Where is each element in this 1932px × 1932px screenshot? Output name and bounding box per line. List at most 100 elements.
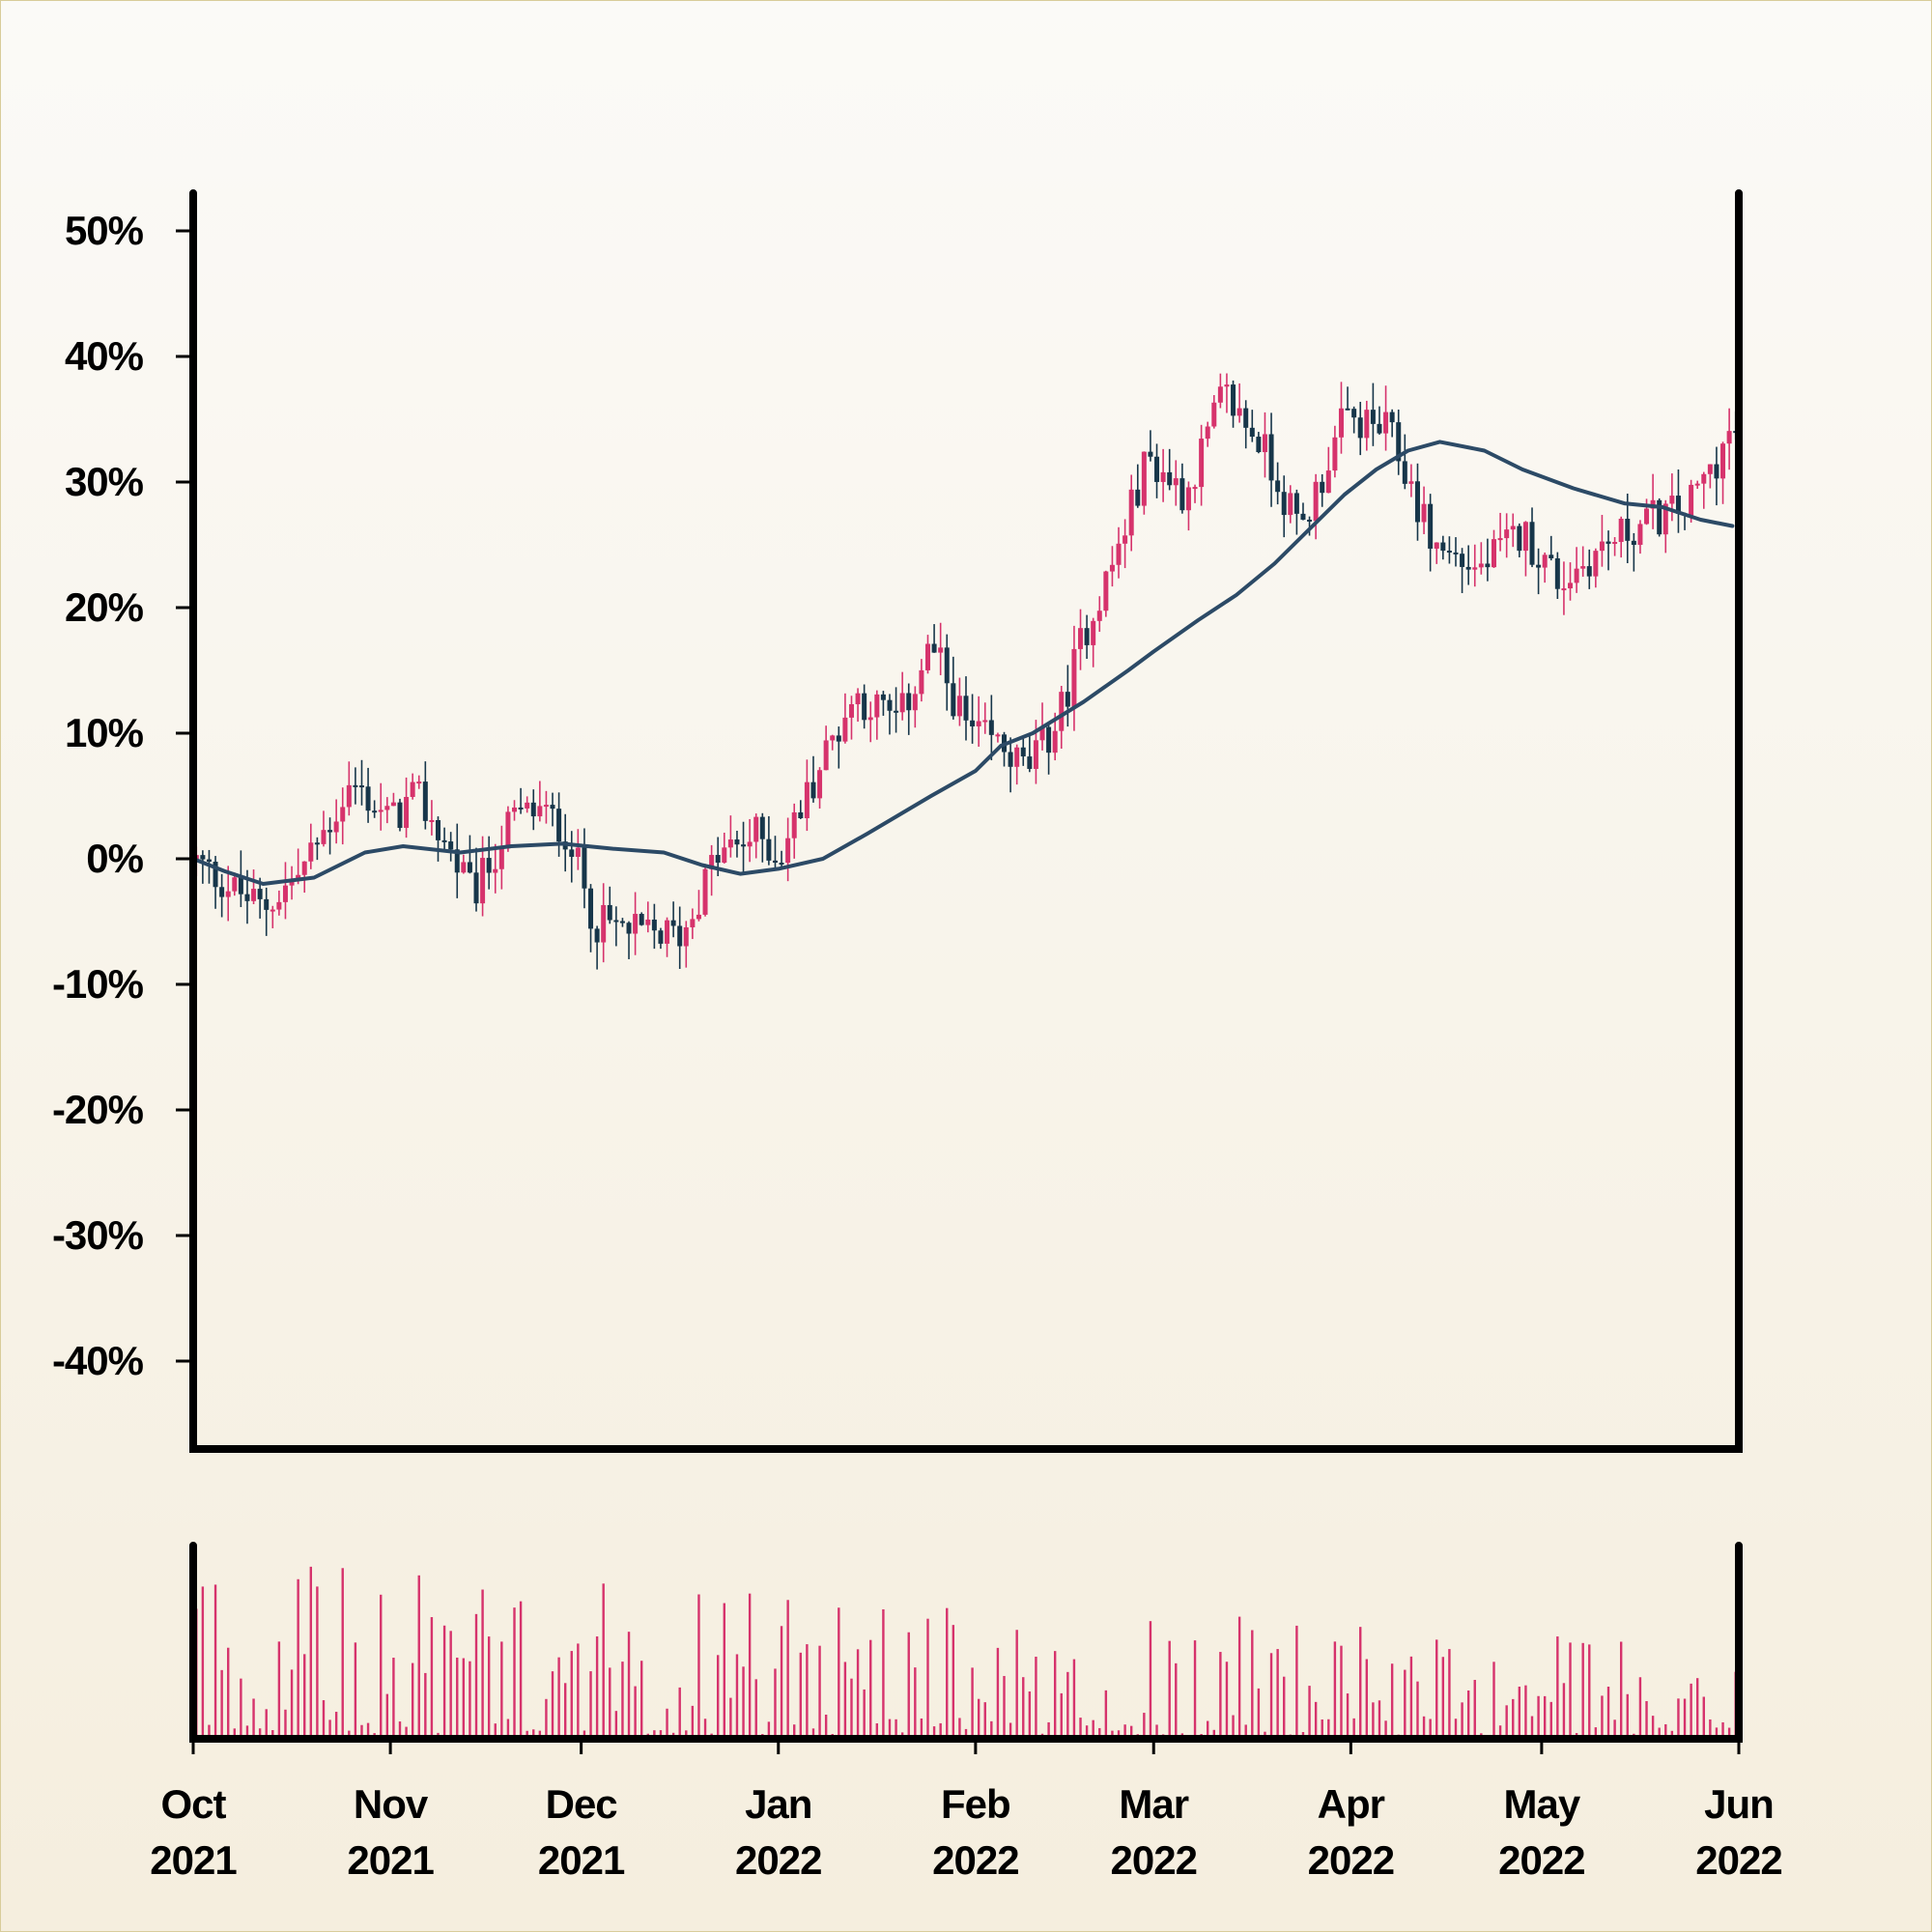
- volume-bar: [557, 1657, 560, 1739]
- x-tick-year: 2022: [932, 1837, 1018, 1883]
- volume-bar: [1047, 1721, 1050, 1739]
- volume-bar: [1028, 1690, 1032, 1739]
- volume-bar: [538, 1730, 542, 1739]
- candle-body: [1460, 554, 1465, 567]
- candle-body: [314, 842, 320, 845]
- volume-bar: [1168, 1640, 1171, 1739]
- volume-bar: [1429, 1719, 1432, 1739]
- volume-bar: [366, 1722, 370, 1739]
- volume-bar: [1365, 1659, 1369, 1739]
- volume-bar: [1143, 1713, 1146, 1739]
- volume-bar: [1340, 1645, 1343, 1739]
- candle-body: [1167, 471, 1173, 486]
- candle-body: [550, 805, 555, 810]
- y-tick-label: -30%: [52, 1212, 144, 1258]
- candle-body: [1657, 499, 1662, 535]
- volume-bar: [1601, 1695, 1604, 1739]
- volume-bar: [1569, 1642, 1572, 1739]
- candle-body: [1313, 481, 1319, 522]
- candle-body: [862, 693, 867, 721]
- candle-body: [601, 904, 607, 943]
- x-tick-year: 2022: [735, 1837, 821, 1883]
- candle-body: [1154, 456, 1160, 482]
- price-axes: [189, 189, 1743, 1453]
- candle-body: [518, 807, 524, 810]
- x-tick-month: Jun: [1704, 1781, 1774, 1827]
- candle-body: [715, 855, 721, 864]
- volume-bar: [258, 1728, 262, 1739]
- candle-body: [416, 781, 422, 784]
- candle-body: [1014, 747, 1020, 767]
- volume-bar: [1594, 1727, 1598, 1739]
- x-tick-month: Apr: [1318, 1781, 1385, 1827]
- volume-bar: [201, 1586, 205, 1739]
- candle-body: [1548, 554, 1554, 558]
- volume-bar: [958, 1718, 961, 1739]
- candle-body: [867, 717, 873, 721]
- x-tick-year: 2022: [1695, 1837, 1781, 1883]
- candle-body: [206, 859, 212, 863]
- candle-body: [1440, 542, 1446, 552]
- volume-bar: [1295, 1625, 1298, 1739]
- y-tick-label: -40%: [52, 1338, 144, 1383]
- volume-bar: [983, 1702, 986, 1739]
- volume-bar: [309, 1566, 313, 1739]
- candle-body: [397, 802, 403, 829]
- volume-bar: [742, 1666, 745, 1739]
- candle-body: [1052, 730, 1058, 753]
- volume-bar: [888, 1719, 892, 1739]
- candle-body: [372, 810, 378, 813]
- candle-body: [1631, 540, 1636, 546]
- candle-body: [690, 919, 696, 927]
- volume-bar: [1015, 1630, 1018, 1739]
- candle-body: [1536, 564, 1542, 568]
- volume-bar: [990, 1720, 993, 1739]
- volume-bar: [494, 1723, 497, 1739]
- volume-bar: [1219, 1652, 1222, 1739]
- candle-body: [276, 901, 282, 910]
- candle-body: [1720, 443, 1726, 479]
- volume-bar: [843, 1662, 847, 1739]
- volume-bar: [914, 1667, 917, 1739]
- candle-body: [1510, 526, 1516, 530]
- volume-bar: [1314, 1701, 1318, 1739]
- volume-bar: [360, 1724, 363, 1739]
- candle-body: [1434, 542, 1439, 549]
- candle-body: [1644, 508, 1650, 525]
- volume-bar: [532, 1729, 535, 1739]
- candle-body: [1256, 437, 1262, 453]
- volume-bar: [1212, 1729, 1215, 1739]
- candle-body: [1307, 519, 1313, 522]
- volume-bar: [996, 1647, 1000, 1739]
- candle-body: [1281, 492, 1287, 516]
- volume-bar: [838, 1607, 840, 1739]
- candle-body: [772, 860, 778, 864]
- volume-bar: [639, 1661, 643, 1739]
- candle-body: [810, 781, 816, 799]
- candle-body: [1078, 628, 1084, 649]
- candle-body: [537, 806, 543, 817]
- volume-bar: [920, 1718, 923, 1739]
- candle-body: [855, 693, 861, 705]
- candle-body: [1173, 478, 1179, 486]
- volume-bar: [322, 1700, 326, 1739]
- candle-body: [1497, 538, 1503, 541]
- x-tick-month: Jan: [745, 1781, 811, 1827]
- candle-body: [677, 925, 683, 947]
- x-tick-year: 2022: [1111, 1837, 1197, 1883]
- volume-bar: [806, 1644, 809, 1739]
- moving-average-line: [191, 440, 1735, 886]
- candle-body: [848, 704, 854, 718]
- volume-bar: [513, 1607, 516, 1739]
- volume-bar: [1416, 1681, 1419, 1739]
- candle-body: [340, 807, 346, 822]
- volume-bar: [297, 1578, 299, 1739]
- volume-bar: [1257, 1688, 1261, 1739]
- candle-body: [1008, 752, 1013, 767]
- candle-body: [1453, 552, 1459, 554]
- x-tick-year: 2022: [1498, 1837, 1584, 1883]
- candle-body: [390, 802, 396, 807]
- volume-bar: [754, 1679, 757, 1739]
- candle-body: [219, 887, 225, 897]
